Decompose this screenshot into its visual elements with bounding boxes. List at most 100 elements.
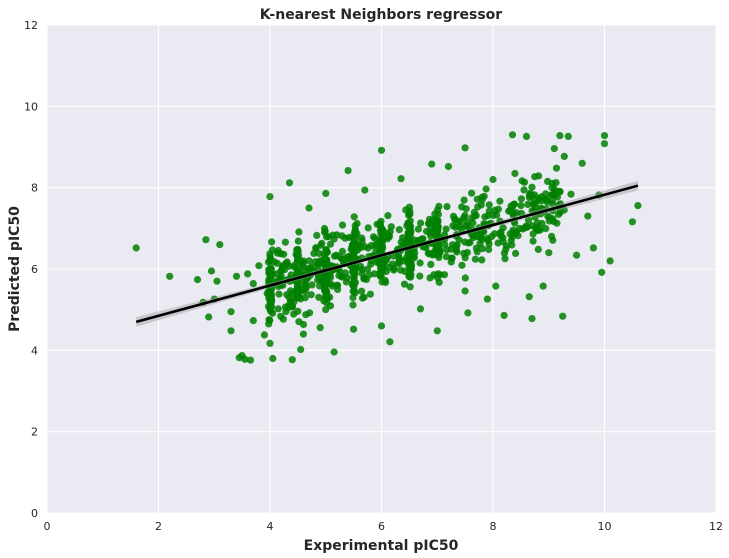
data-point	[308, 281, 316, 289]
data-point	[407, 261, 415, 269]
data-point	[451, 223, 459, 231]
data-point	[552, 164, 561, 172]
data-point	[573, 251, 581, 259]
data-point	[318, 239, 326, 247]
data-point	[288, 302, 296, 310]
data-point	[288, 356, 296, 364]
data-point	[405, 220, 413, 228]
data-point	[266, 250, 274, 258]
data-point	[501, 255, 509, 263]
data-point	[350, 213, 358, 221]
data-point	[416, 305, 425, 313]
data-point	[293, 290, 301, 298]
data-point	[273, 259, 281, 267]
data-point	[472, 211, 480, 220]
data-point	[485, 201, 493, 209]
data-point	[560, 152, 568, 160]
data-point	[556, 187, 564, 195]
data-point	[351, 227, 359, 235]
data-point	[399, 234, 407, 242]
data-point	[520, 186, 528, 194]
data-point	[492, 282, 500, 290]
x-tick-label: 10	[598, 520, 612, 533]
y-tick-label: 8	[31, 182, 38, 195]
data-point	[307, 291, 315, 299]
data-point	[496, 197, 504, 205]
data-point	[546, 214, 554, 222]
data-point	[419, 235, 427, 243]
data-point	[358, 287, 366, 295]
data-point	[266, 193, 274, 201]
data-point	[365, 271, 373, 279]
data-point	[322, 306, 330, 314]
data-point	[478, 236, 486, 244]
x-tick-label: 0	[44, 520, 51, 533]
data-point	[528, 183, 536, 191]
data-point	[511, 169, 519, 178]
data-point	[400, 257, 408, 265]
x-tick-label: 6	[378, 520, 385, 533]
data-point	[350, 280, 358, 288]
data-point	[469, 219, 477, 227]
data-point	[528, 315, 536, 323]
data-point	[388, 260, 396, 268]
y-tick-label: 10	[24, 100, 38, 113]
data-point	[478, 245, 486, 253]
data-point	[634, 202, 642, 210]
data-point	[305, 204, 313, 212]
data-point	[293, 266, 301, 274]
data-point	[263, 289, 271, 297]
data-point	[302, 311, 310, 319]
data-point	[227, 308, 235, 316]
data-point	[305, 257, 313, 265]
data-point	[500, 311, 508, 319]
data-point	[349, 234, 357, 242]
data-point	[310, 249, 318, 257]
data-point	[598, 268, 606, 276]
data-point	[377, 322, 386, 330]
data-point	[232, 272, 241, 280]
data-point	[564, 132, 572, 140]
data-point	[589, 244, 598, 252]
data-point	[379, 236, 387, 244]
data-point	[460, 249, 468, 257]
data-point	[453, 248, 461, 256]
data-point	[315, 293, 323, 301]
data-point	[316, 324, 324, 332]
data-point	[364, 265, 372, 273]
data-point	[379, 226, 387, 234]
data-point	[249, 317, 257, 325]
data-point	[321, 228, 329, 236]
data-point	[522, 223, 530, 231]
chart-title: K-nearest Neighbors regressor	[260, 7, 503, 23]
data-point	[269, 354, 277, 363]
data-point	[344, 167, 352, 175]
data-point	[428, 160, 436, 168]
data-point	[384, 212, 392, 220]
data-point	[451, 216, 459, 224]
data-point	[506, 207, 514, 215]
y-tick-label: 2	[31, 426, 38, 439]
data-point	[387, 223, 395, 231]
data-point	[416, 259, 424, 267]
data-point	[474, 203, 482, 211]
data-point	[377, 146, 386, 154]
data-point	[527, 191, 535, 199]
data-point	[404, 229, 412, 237]
data-point	[496, 229, 504, 238]
y-tick-label: 0	[31, 507, 38, 520]
data-point	[520, 178, 529, 186]
data-point	[484, 236, 492, 245]
data-point	[227, 327, 235, 335]
data-point	[311, 258, 319, 266]
data-point	[442, 225, 450, 233]
data-point	[301, 287, 309, 295]
data-point	[274, 305, 282, 313]
y-tick-label: 6	[31, 263, 38, 276]
y-tick-labels: 0 2 4 6 8 10 12	[24, 19, 38, 520]
data-point	[405, 272, 413, 281]
data-point	[315, 249, 323, 257]
data-point	[443, 203, 451, 211]
data-point	[241, 355, 249, 363]
data-point	[294, 278, 302, 286]
